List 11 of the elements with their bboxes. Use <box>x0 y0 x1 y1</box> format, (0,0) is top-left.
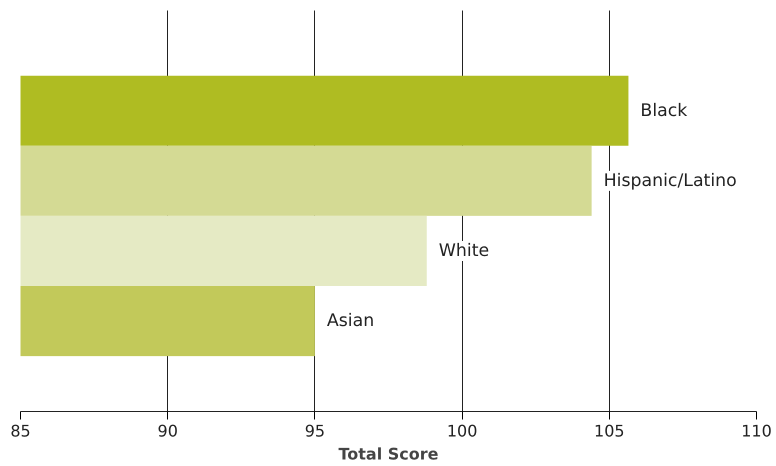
x-tick-label: 90 <box>158 422 178 440</box>
x-tick-label: 85 <box>10 422 31 440</box>
y-tick-label: Black <box>640 100 688 121</box>
y-tick-label: Hispanic/Latino <box>604 170 737 191</box>
x-tick-label: 110 <box>741 422 772 440</box>
y-tick-label: White <box>438 240 490 261</box>
x-tick-label: 95 <box>304 422 326 440</box>
x-axis-title: Total Score <box>338 444 439 464</box>
x-tick-label: 105 <box>594 422 625 440</box>
x-tick-label: 100 <box>446 422 478 440</box>
y-tick-label: Asian <box>326 311 374 332</box>
